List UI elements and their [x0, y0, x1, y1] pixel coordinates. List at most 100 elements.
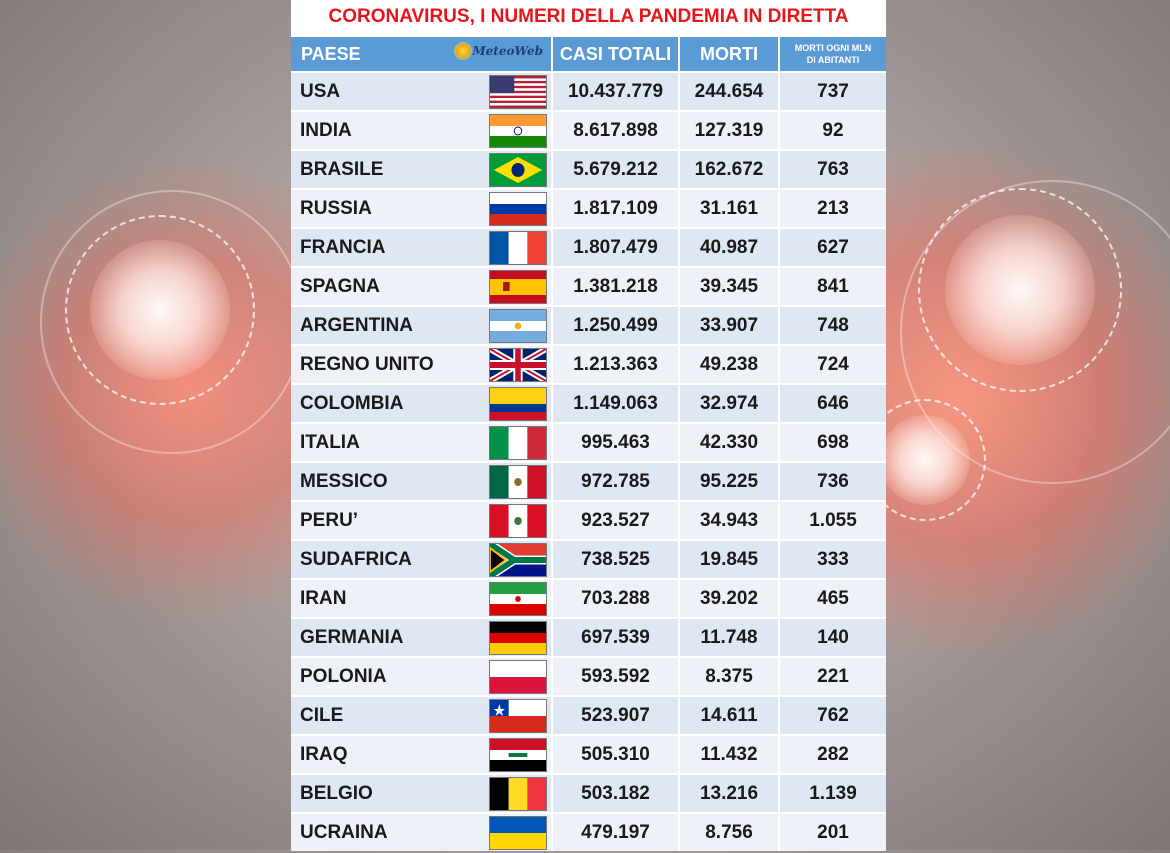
country-cell: INDIA	[291, 112, 553, 149]
header-morti: MORTI	[680, 37, 780, 71]
country-cell: POLONIA	[291, 658, 553, 695]
deaths-per-million-cell: 763	[780, 151, 886, 188]
south-africa-flag-icon	[489, 542, 547, 577]
country-cell: BRASILE	[291, 151, 553, 188]
brazil-flag-icon	[489, 152, 547, 187]
total-cases-cell: 1.381.218	[553, 268, 680, 305]
country-cell: ARGENTINA	[291, 307, 553, 344]
country-name: MESSICO	[300, 470, 388, 492]
country-cell: SPAGNA	[291, 268, 553, 305]
deaths-cell: 162.672	[680, 151, 780, 188]
page-title: CORONAVIRUS, I NUMERI DELLA PANDEMIA IN …	[328, 6, 849, 27]
table-row: FRANCIA 1.807.479 40.987 627	[291, 229, 886, 266]
deaths-cell: 127.319	[680, 112, 780, 149]
table-row: PERU’ 923.527 34.943 1.055	[291, 502, 886, 539]
country-cell: REGNO UNITO	[291, 346, 553, 383]
table-row: CILE 523.907 14.611 762	[291, 697, 886, 734]
country-cell: COLOMBIA	[291, 385, 553, 422]
deaths-per-million-cell: 1.139	[780, 775, 886, 812]
deaths-per-million-cell: 841	[780, 268, 886, 305]
table-row: INDIA 8.617.898 127.319 92	[291, 112, 886, 149]
iran-flag-icon	[489, 581, 547, 616]
uk-flag-icon	[489, 347, 547, 382]
deaths-per-million-cell: 724	[780, 346, 886, 383]
table-row: RUSSIA 1.817.109 31.161 213	[291, 190, 886, 227]
country-cell: ITALIA	[291, 424, 553, 461]
deaths-per-million-cell: 221	[780, 658, 886, 695]
deaths-cell: 244.654	[680, 73, 780, 110]
table-row: UCRAINA 479.197 8.756 201	[291, 814, 886, 851]
table-row: POLONIA 593.592 8.375 221	[291, 658, 886, 695]
deaths-cell: 8.375	[680, 658, 780, 695]
russia-flag-icon	[489, 191, 547, 226]
country-name: UCRAINA	[300, 821, 388, 843]
germany-flag-icon	[489, 620, 547, 655]
deaths-per-million-cell: 333	[780, 541, 886, 578]
deaths-cell: 11.748	[680, 619, 780, 656]
total-cases-cell: 697.539	[553, 619, 680, 656]
deaths-cell: 40.987	[680, 229, 780, 266]
deaths-cell: 19.845	[680, 541, 780, 578]
deaths-cell: 95.225	[680, 463, 780, 500]
country-name: SPAGNA	[300, 275, 380, 297]
deaths-cell: 42.330	[680, 424, 780, 461]
total-cases-cell: 1.213.363	[553, 346, 680, 383]
total-cases-cell: 1.807.479	[553, 229, 680, 266]
france-flag-icon	[489, 230, 547, 265]
deaths-per-million-cell: 627	[780, 229, 886, 266]
deaths-per-million-cell: 213	[780, 190, 886, 227]
total-cases-cell: 738.525	[553, 541, 680, 578]
country-name: ARGENTINA	[300, 314, 413, 336]
total-cases-cell: 503.182	[553, 775, 680, 812]
header-paese-label: PAESE	[301, 43, 361, 64]
deaths-per-million-cell: 736	[780, 463, 886, 500]
country-name: IRAQ	[300, 743, 348, 765]
chile-flag-icon	[489, 698, 547, 733]
total-cases-cell: 972.785	[553, 463, 680, 500]
deaths-cell: 14.611	[680, 697, 780, 734]
country-cell: PERU’	[291, 502, 553, 539]
total-cases-cell: 923.527	[553, 502, 680, 539]
usa-flag-icon	[489, 74, 547, 109]
table-row: SUDAFRICA 738.525 19.845 333	[291, 541, 886, 578]
country-name: PERU’	[300, 509, 359, 531]
table-panel: CORONAVIRUS, I NUMERI DELLA PANDEMIA IN …	[291, 0, 886, 851]
total-cases-cell: 995.463	[553, 424, 680, 461]
table-row: BELGIO 503.182 13.216 1.139	[291, 775, 886, 812]
deaths-per-million-cell: 201	[780, 814, 886, 851]
deaths-per-million-cell: 748	[780, 307, 886, 344]
table-row: COLOMBIA 1.149.063 32.974 646	[291, 385, 886, 422]
total-cases-cell: 523.907	[553, 697, 680, 734]
country-name: RUSSIA	[300, 197, 372, 219]
header-mln-line2: DI ABITANTI	[806, 55, 860, 65]
deaths-per-million-cell: 140	[780, 619, 886, 656]
header-morti-per-mln: MORTI OGNI MLN DI ABITANTI	[780, 37, 886, 71]
deaths-cell: 13.216	[680, 775, 780, 812]
peru-flag-icon	[489, 503, 547, 538]
deaths-cell: 39.202	[680, 580, 780, 617]
country-name: SUDAFRICA	[300, 548, 412, 570]
table-row: IRAN 703.288 39.202 465	[291, 580, 886, 617]
argentina-flag-icon	[489, 308, 547, 343]
poland-flag-icon	[489, 659, 547, 694]
country-name: INDIA	[300, 119, 352, 141]
deaths-per-million-cell: 762	[780, 697, 886, 734]
table-row: IRAQ 505.310 11.432 282	[291, 736, 886, 773]
country-cell: GERMANIA	[291, 619, 553, 656]
deaths-cell: 11.432	[680, 736, 780, 773]
deaths-per-million-cell: 465	[780, 580, 886, 617]
covid-table: PAESE MeteoWeb CASI TOTALI MORTI MORTI O…	[291, 35, 886, 853]
country-cell: IRAQ	[291, 736, 553, 773]
logo-text: MeteoWeb	[472, 44, 543, 58]
background-ring	[900, 180, 1170, 484]
country-name: USA	[300, 80, 341, 102]
country-name: ITALIA	[300, 431, 360, 453]
table-row: USA 10.437.779 244.654 737	[291, 73, 886, 110]
deaths-per-million-cell: 646	[780, 385, 886, 422]
deaths-per-million-cell: 737	[780, 73, 886, 110]
total-cases-cell: 5.679.212	[553, 151, 680, 188]
country-name: BRASILE	[300, 158, 384, 180]
country-name: FRANCIA	[300, 236, 386, 258]
country-cell: BELGIO	[291, 775, 553, 812]
deaths-cell: 31.161	[680, 190, 780, 227]
